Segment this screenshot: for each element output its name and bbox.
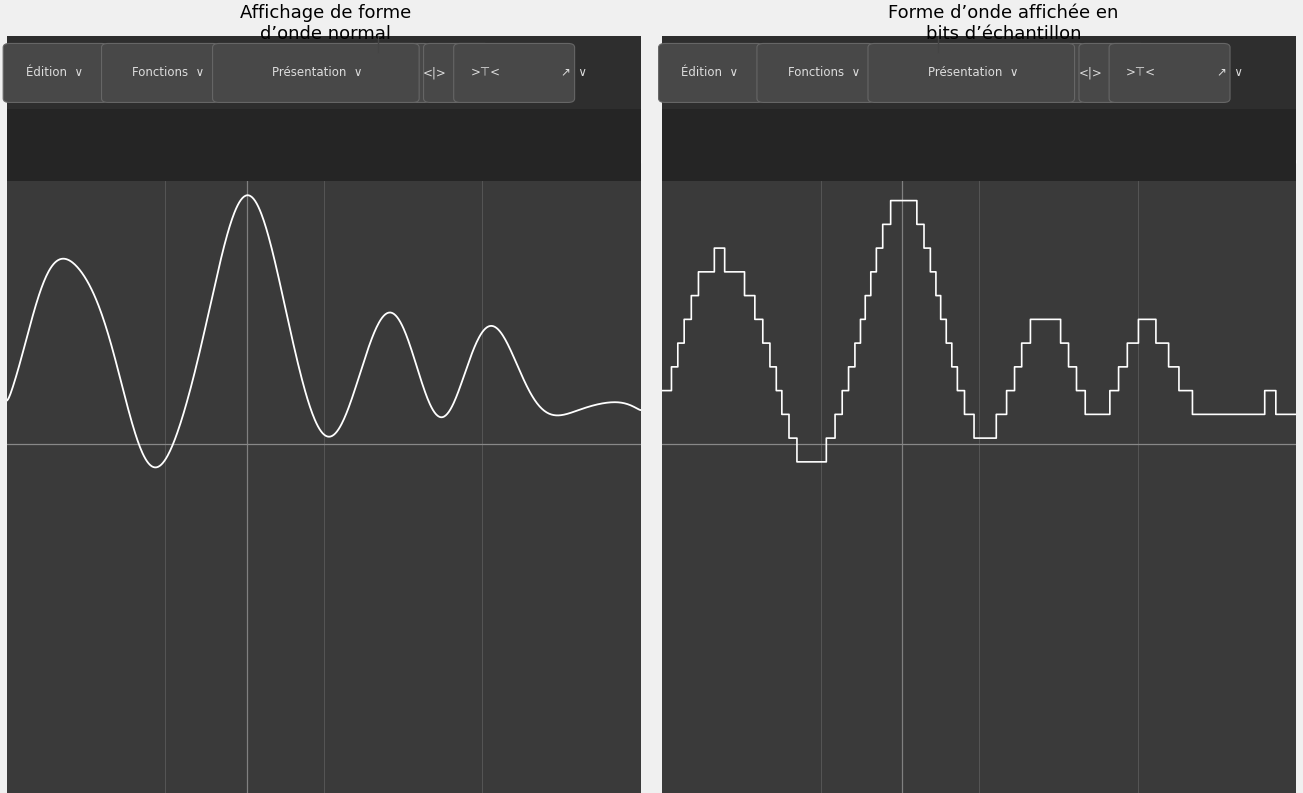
Text: ↗  ∨: ↗ ∨ xyxy=(1217,67,1243,79)
Text: 714.500: 714.500 xyxy=(956,167,1002,178)
Text: Présentation  ∨: Présentation ∨ xyxy=(928,67,1018,79)
Text: >⊤<: >⊤< xyxy=(470,67,500,79)
Text: >⊤<: >⊤< xyxy=(1126,67,1156,79)
Text: Édition  ∨: Édition ∨ xyxy=(681,67,737,79)
Text: 714.500: 714.500 xyxy=(301,167,347,178)
Bar xyxy=(241,144,253,179)
Text: 714.480: 714.480 xyxy=(38,167,85,178)
Text: Fonctions  ∨: Fonctions ∨ xyxy=(132,67,205,79)
Text: Présentation  ∨: Présentation ∨ xyxy=(272,67,362,79)
Text: Édition  ∨: Édition ∨ xyxy=(26,67,82,79)
Text: Forme d’onde affichée en
bits d’échantillon: Forme d’onde affichée en bits d’échantil… xyxy=(889,4,1118,43)
Text: Fonctions  ∨: Fonctions ∨ xyxy=(787,67,860,79)
Text: Affichage de forme
d’onde normal: Affichage de forme d’onde normal xyxy=(240,4,412,43)
Text: <|>: <|> xyxy=(1079,67,1102,79)
Text: 714.480: 714.480 xyxy=(693,167,740,178)
Text: 714.52: 714.52 xyxy=(582,167,622,178)
Text: <|>: <|> xyxy=(423,67,447,79)
Text: ↗  ∨: ↗ ∨ xyxy=(562,67,588,79)
Bar xyxy=(896,144,908,179)
Text: 714.52: 714.52 xyxy=(1238,167,1277,178)
